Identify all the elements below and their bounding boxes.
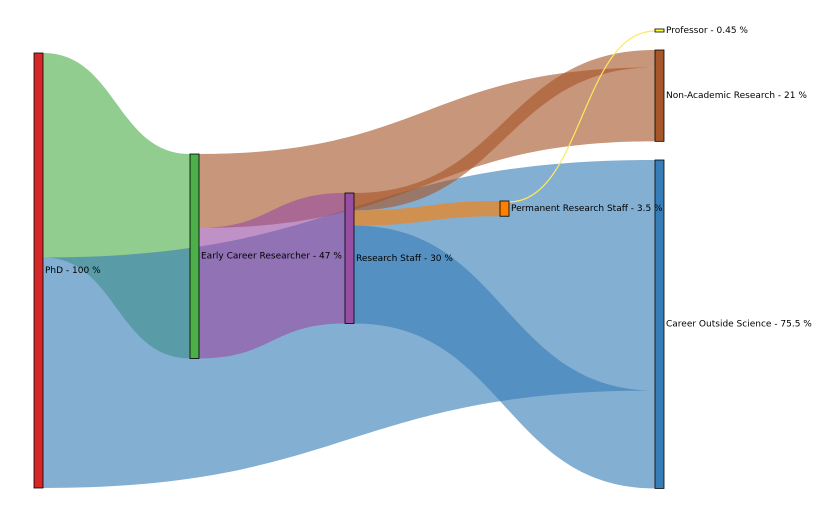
link-ecr-to-nar	[199, 67, 655, 228]
node-cos-bar	[654, 159, 665, 489]
link-prs-to-prof	[508, 30, 656, 203]
sankey-labels: PhD - 100 % Early Career Researcher - 47 …	[45, 26, 812, 330]
node-prs-bar	[499, 200, 510, 217]
node-nar-label: Non-Academic Research - 21 %	[666, 91, 807, 101]
link-ecr-to-rs	[199, 193, 345, 359]
sankey-nodes	[33, 28, 665, 489]
node-rs-bar	[344, 192, 355, 324]
node-nar-bar	[654, 49, 665, 142]
sankey-links	[43, 30, 656, 489]
node-prs-label: Permanent Research Staff - 3.5 %	[511, 204, 663, 214]
link-rs-to-cos	[354, 225, 655, 489]
node-ecr-label: Early Career Researcher - 47 %	[201, 252, 342, 262]
node-cos-label: Career Outside Science - 75.5 %	[666, 320, 812, 330]
node-phd-bar	[33, 52, 44, 489]
node-prof-label: Professor - 0.45 %	[666, 26, 748, 36]
link-rs-to-nar	[354, 50, 655, 211]
link-phd-to-cos	[43, 160, 655, 488]
node-ecr-bar	[189, 153, 200, 359]
node-prof-bar	[654, 28, 665, 33]
node-rs-label: Research Staff - 30 %	[356, 254, 453, 264]
node-phd-label: PhD - 100 %	[45, 266, 101, 276]
link-rs-to-prs	[354, 201, 500, 226]
